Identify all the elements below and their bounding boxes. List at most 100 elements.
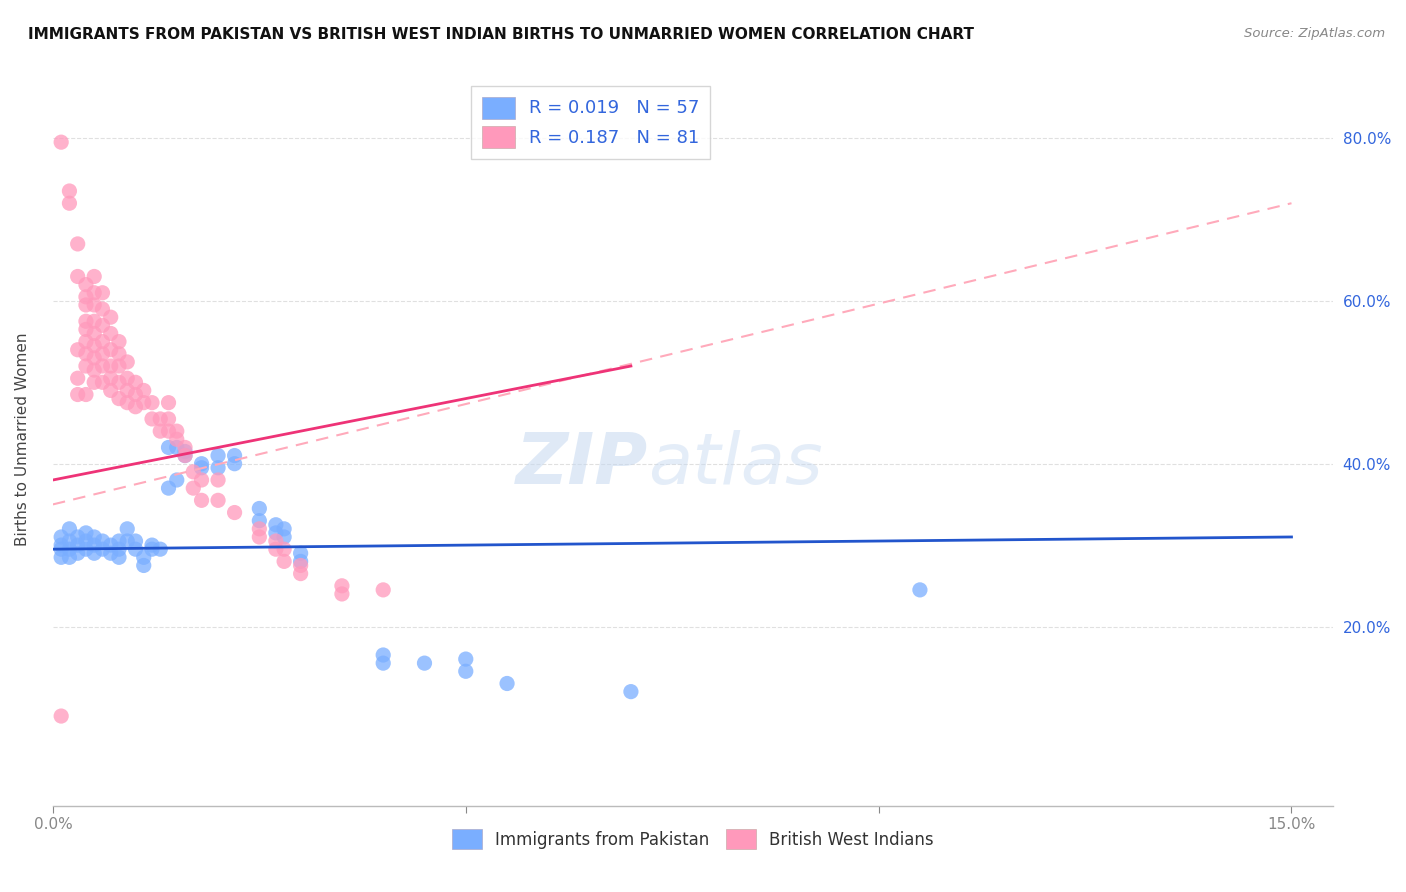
Point <box>247 514 270 528</box>
Point <box>157 481 180 495</box>
Point <box>108 392 131 406</box>
Point <box>83 339 105 353</box>
Point <box>75 314 97 328</box>
Point <box>83 269 105 284</box>
Point <box>290 554 312 568</box>
Text: atlas: atlas <box>648 431 823 500</box>
Point <box>264 534 287 549</box>
Point <box>190 473 212 487</box>
Point <box>908 582 931 597</box>
Point <box>75 525 97 540</box>
Point <box>373 648 395 662</box>
Text: IMMIGRANTS FROM PAKISTAN VS BRITISH WEST INDIAN BIRTHS TO UNMARRIED WOMEN CORREL: IMMIGRANTS FROM PAKISTAN VS BRITISH WEST… <box>28 27 974 42</box>
Point <box>115 534 138 549</box>
Point <box>149 424 172 438</box>
Point <box>58 550 80 565</box>
Point <box>75 359 97 373</box>
Point <box>273 542 295 557</box>
Point <box>149 412 172 426</box>
Point <box>141 542 163 557</box>
Point <box>75 347 97 361</box>
Point <box>273 530 295 544</box>
Point <box>51 530 73 544</box>
Point <box>157 395 180 409</box>
Point <box>75 290 97 304</box>
Point <box>166 432 188 446</box>
Point <box>124 387 146 401</box>
Point <box>330 579 353 593</box>
Point <box>132 384 155 398</box>
Point <box>91 376 114 390</box>
Point <box>75 534 97 549</box>
Point <box>91 542 114 557</box>
Point <box>58 542 80 557</box>
Point <box>413 656 436 670</box>
Point <box>124 542 146 557</box>
Point <box>108 376 131 390</box>
Point <box>247 501 270 516</box>
Point <box>66 387 89 401</box>
Point <box>100 371 122 385</box>
Point <box>174 449 197 463</box>
Point <box>174 444 197 458</box>
Point <box>100 384 122 398</box>
Point <box>100 310 122 325</box>
Point <box>66 236 89 251</box>
Point <box>190 493 212 508</box>
Point <box>290 566 312 581</box>
Point <box>83 530 105 544</box>
Point <box>247 530 270 544</box>
Point <box>273 554 295 568</box>
Point <box>75 542 97 557</box>
Point <box>166 473 188 487</box>
Point <box>83 285 105 300</box>
Point <box>58 534 80 549</box>
Point <box>132 558 155 573</box>
Point <box>115 355 138 369</box>
Point <box>91 534 114 549</box>
Point <box>66 371 89 385</box>
Point <box>58 184 80 198</box>
Point <box>91 359 114 373</box>
Point <box>83 538 105 552</box>
Point <box>290 546 312 560</box>
Point <box>100 538 122 552</box>
Point <box>66 343 89 357</box>
Point <box>181 481 204 495</box>
Point <box>91 301 114 316</box>
Point <box>290 558 312 573</box>
Legend: R = 0.019   N = 57, R = 0.187   N = 81: R = 0.019 N = 57, R = 0.187 N = 81 <box>471 86 710 159</box>
Point <box>207 460 229 475</box>
Point <box>83 546 105 560</box>
Point <box>108 534 131 549</box>
Point <box>132 395 155 409</box>
Point <box>190 457 212 471</box>
Point <box>207 493 229 508</box>
Point <box>190 460 212 475</box>
Point <box>75 277 97 292</box>
Point <box>100 359 122 373</box>
Point <box>166 441 188 455</box>
Point <box>51 542 73 557</box>
Point <box>83 326 105 341</box>
Y-axis label: Births to Unmarried Women: Births to Unmarried Women <box>15 333 30 546</box>
Point <box>91 318 114 333</box>
Text: ZIP: ZIP <box>516 431 648 500</box>
Point <box>100 326 122 341</box>
Point <box>454 652 477 666</box>
Point <box>66 530 89 544</box>
Point <box>124 376 146 390</box>
Point <box>620 684 643 698</box>
Point <box>75 334 97 349</box>
Point <box>273 522 295 536</box>
Point <box>166 424 188 438</box>
Point <box>373 656 395 670</box>
Point <box>83 376 105 390</box>
Point <box>157 412 180 426</box>
Point <box>207 449 229 463</box>
Point <box>264 525 287 540</box>
Point <box>51 709 73 723</box>
Point <box>224 457 246 471</box>
Point <box>66 546 89 560</box>
Point <box>91 285 114 300</box>
